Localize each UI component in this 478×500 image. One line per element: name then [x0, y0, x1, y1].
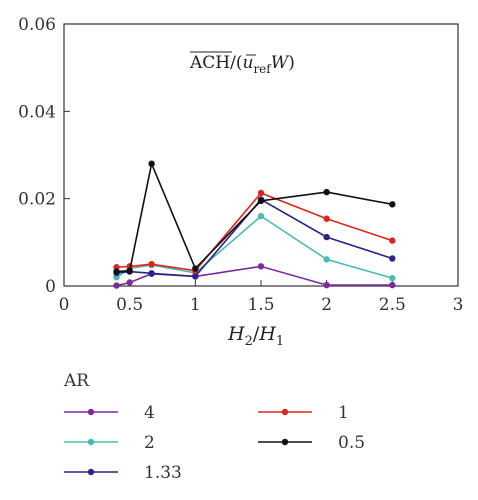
data-point	[323, 233, 330, 241]
x-axis: 0 0.5 1 1.5 2 2.5 3	[59, 280, 464, 315]
legend-item: 4	[64, 403, 155, 423]
data-point	[148, 270, 155, 277]
data-point	[323, 256, 330, 263]
legend-label: 1.33	[144, 463, 182, 483]
legend-swatch-marker	[281, 408, 289, 416]
legend-label: 0.5	[338, 433, 365, 453]
legend-label: 2	[144, 433, 155, 453]
x-tick-label: 2	[321, 295, 332, 315]
y-tick-label: 0.02	[18, 190, 56, 210]
data-point	[126, 279, 133, 286]
data-point	[389, 255, 396, 262]
chart-annotation: ACH/(urefW)	[189, 53, 295, 76]
series-line	[116, 192, 393, 272]
legend-item: 0.5	[258, 433, 365, 453]
legend-swatch-marker	[281, 438, 289, 446]
data-point	[148, 260, 155, 268]
data-point	[389, 274, 396, 282]
x-tick-label: 0	[59, 295, 70, 315]
x-axis-title: H2/H1	[227, 323, 284, 349]
y-axis: 0 0.02 0.04 0.06	[18, 15, 70, 297]
series-1	[113, 189, 396, 274]
legend-label: 1	[338, 403, 349, 423]
data-point	[323, 215, 330, 222]
series-0.5	[113, 160, 396, 275]
legend-title: AR	[63, 371, 90, 391]
legend-label: 4	[144, 403, 155, 423]
data-point	[323, 281, 330, 289]
x-tick-label: 1	[190, 295, 201, 315]
x-tick-label: 3	[453, 295, 464, 315]
series-line	[116, 265, 393, 287]
legend-item: 1.33	[64, 463, 182, 483]
series-line	[116, 160, 393, 273]
x-tick-label: 2.5	[379, 295, 406, 315]
data-point	[257, 263, 265, 270]
legend-item: 1	[258, 403, 349, 423]
data-point	[389, 201, 396, 208]
x-tick-label: 0.5	[116, 295, 143, 315]
data-point	[257, 197, 265, 205]
data-point	[257, 189, 265, 197]
legend-item: 2	[64, 433, 155, 453]
data-point	[257, 212, 265, 220]
x-tick-label: 1.5	[247, 295, 274, 315]
y-tick-label: 0	[45, 277, 56, 297]
legend-swatch-marker	[87, 468, 95, 476]
series-2	[113, 212, 396, 282]
data-point	[323, 188, 330, 196]
data-point	[192, 265, 199, 272]
legend: 4 1 2 0.5 1.33	[64, 403, 365, 483]
data-point	[126, 267, 133, 274]
data-point	[192, 273, 199, 280]
series-layer	[113, 160, 396, 289]
legend-swatch-marker	[87, 438, 95, 446]
series-line	[116, 215, 393, 279]
data-point	[148, 160, 155, 167]
data-point	[389, 281, 396, 289]
y-tick-label: 0.06	[18, 15, 56, 35]
legend-swatch-marker	[87, 408, 95, 416]
data-point	[389, 237, 396, 244]
y-tick-label: 0.04	[18, 102, 56, 122]
data-point	[113, 282, 120, 289]
data-point	[113, 268, 120, 275]
